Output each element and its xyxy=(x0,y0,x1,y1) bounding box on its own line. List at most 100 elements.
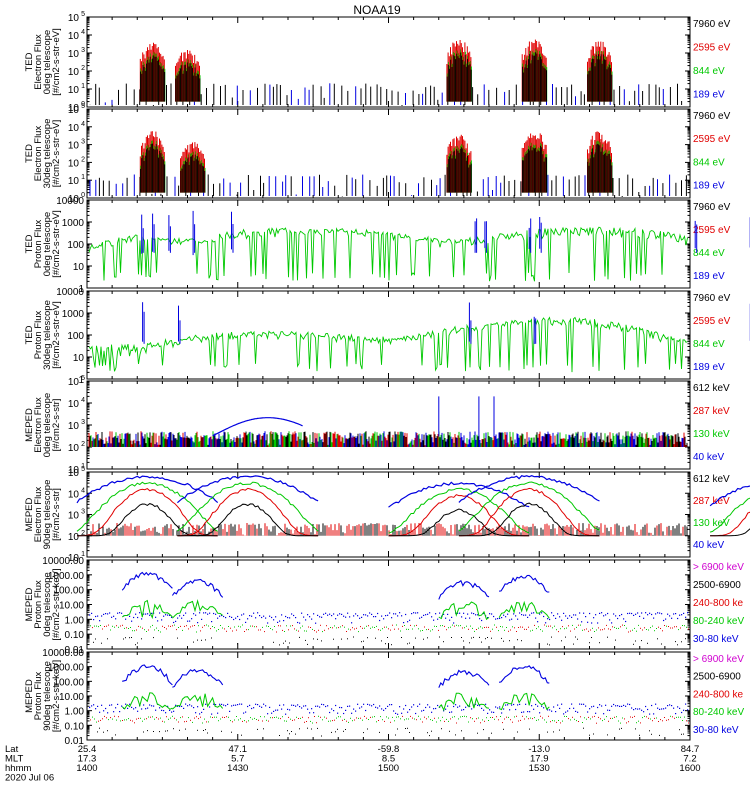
data-mark xyxy=(299,728,300,730)
data-mark xyxy=(411,613,413,615)
data-series-line xyxy=(709,497,750,533)
y-tick-exponent: 4 xyxy=(81,487,85,494)
data-mark xyxy=(260,716,261,718)
data-mark xyxy=(368,719,369,720)
y-axis-label: 90deg telescope xyxy=(42,480,53,550)
data-mark xyxy=(296,716,297,718)
data-mark xyxy=(145,613,147,615)
data-mark xyxy=(348,628,349,630)
data-mark xyxy=(270,628,271,629)
data-mark xyxy=(576,720,577,722)
data-mark xyxy=(529,728,530,730)
data-mark xyxy=(593,705,595,707)
data-mark xyxy=(99,727,100,729)
data-mark xyxy=(606,624,607,626)
data-mark xyxy=(257,704,259,706)
data-mark xyxy=(212,626,213,627)
legend-entry: 2595 eV xyxy=(693,134,731,145)
data-mark xyxy=(287,730,288,732)
y-tick-exponent: 5 xyxy=(81,11,85,18)
data-mark xyxy=(289,733,290,735)
data-mark xyxy=(331,615,333,617)
y-tick-label: 100 xyxy=(67,240,84,251)
data-mark xyxy=(560,628,561,630)
data-mark xyxy=(466,625,467,627)
data-mark xyxy=(488,626,489,628)
data-mark xyxy=(203,708,205,710)
data-mark xyxy=(639,708,641,710)
data-series-line xyxy=(458,481,600,532)
y-axis-label: MEPED xyxy=(24,408,35,442)
data-mark xyxy=(625,705,627,707)
data-mark xyxy=(380,716,381,718)
data-mark xyxy=(137,616,139,619)
data-mark xyxy=(621,727,622,729)
data-mark xyxy=(559,707,561,709)
data-mark xyxy=(419,617,421,619)
data-mark xyxy=(192,625,193,627)
y-tick-label: 1.00 xyxy=(65,615,85,626)
data-mark xyxy=(489,613,491,615)
data-mark xyxy=(455,704,457,706)
data-mark xyxy=(685,703,687,705)
data-mark xyxy=(364,715,365,717)
data-mark xyxy=(399,706,401,708)
data-mark xyxy=(251,615,253,617)
data-mark xyxy=(483,709,485,711)
data-mark xyxy=(592,627,593,629)
data-mark xyxy=(582,629,583,631)
data-mark xyxy=(549,644,550,646)
data-mark xyxy=(673,707,675,709)
data-mark xyxy=(685,638,686,640)
y-tick-label: 100 xyxy=(67,331,84,342)
data-mark xyxy=(238,625,239,627)
data-mark xyxy=(521,614,523,616)
data-mark xyxy=(391,644,392,646)
data-mark xyxy=(445,617,447,619)
data-mark xyxy=(405,704,407,707)
data-mark xyxy=(451,616,453,618)
data-mark xyxy=(540,715,541,717)
data-mark xyxy=(676,716,677,718)
y-tick-label: 10 xyxy=(73,353,85,364)
data-mark xyxy=(208,721,209,723)
legend-entry: 30-80 keV xyxy=(693,634,739,645)
data-mark xyxy=(371,613,373,615)
data-mark xyxy=(424,626,425,628)
data-mark xyxy=(545,622,547,624)
data-mark xyxy=(316,631,317,633)
data-mark xyxy=(507,704,509,706)
data-mark xyxy=(370,716,371,718)
data-mark xyxy=(534,624,535,626)
data-mark xyxy=(461,616,463,618)
data-mark xyxy=(568,625,569,627)
data-mark xyxy=(124,627,125,629)
data-mark xyxy=(429,706,431,708)
data-mark xyxy=(278,717,279,719)
data-mark xyxy=(231,731,232,733)
data-mark xyxy=(450,718,451,720)
data-mark xyxy=(178,721,179,723)
data-mark xyxy=(214,716,215,718)
data-mark xyxy=(571,616,573,618)
data-mark xyxy=(165,712,167,714)
data-series-line xyxy=(76,475,219,504)
data-mark xyxy=(288,629,289,631)
data-mark xyxy=(211,713,213,715)
data-mark xyxy=(549,709,551,711)
data-mark xyxy=(439,612,441,614)
data-mark xyxy=(664,625,665,626)
data-mark xyxy=(510,629,511,631)
data-mark xyxy=(333,613,335,615)
data-mark xyxy=(191,705,193,707)
data-mark xyxy=(89,614,91,616)
data-mark xyxy=(291,613,293,615)
data-mark xyxy=(527,711,529,713)
data-mark xyxy=(345,729,346,730)
data-mark xyxy=(541,705,543,707)
data-mark xyxy=(159,731,160,733)
data-mark xyxy=(307,614,309,616)
data-mark xyxy=(634,627,635,629)
data-mark xyxy=(557,704,559,706)
data-mark xyxy=(241,734,242,736)
